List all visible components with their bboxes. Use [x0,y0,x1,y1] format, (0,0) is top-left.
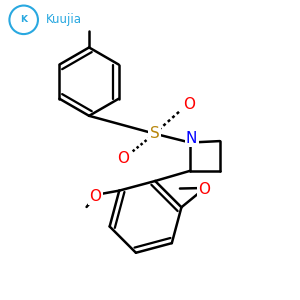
Text: N: N [186,130,197,146]
Text: O: O [89,189,101,204]
Text: O: O [198,182,210,197]
Text: S: S [150,126,159,141]
Text: O: O [184,97,196,112]
Text: Kuujia: Kuujia [46,13,82,26]
Text: O: O [117,151,129,166]
Text: K: K [20,15,27,24]
